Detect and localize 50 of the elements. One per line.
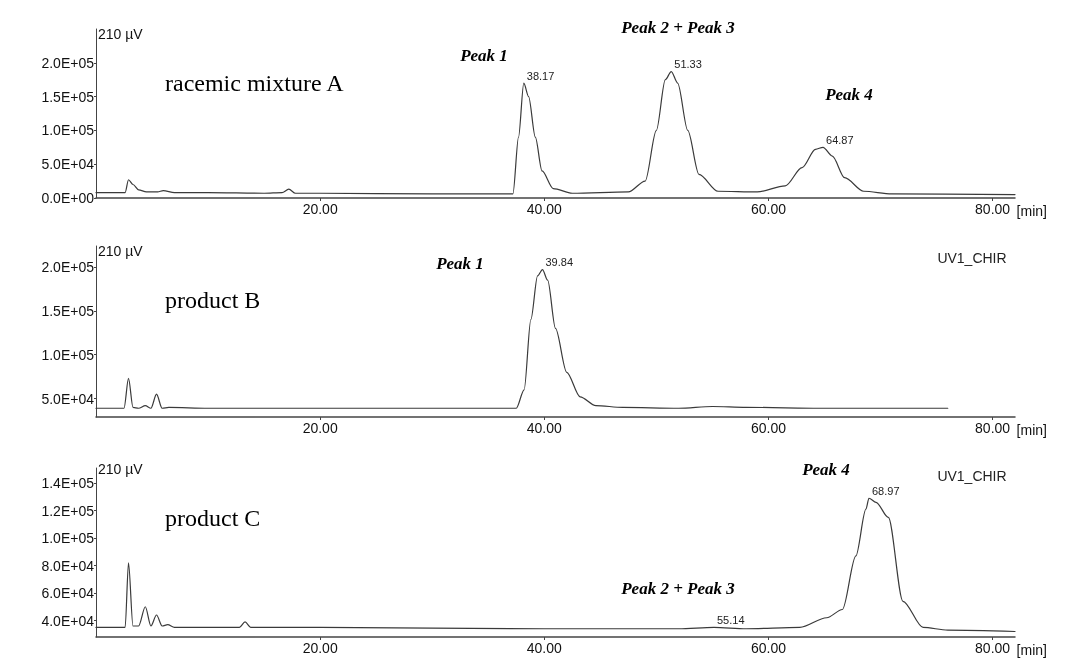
- x-tick-label: 40.00: [526, 640, 563, 656]
- x-tick-label: 60.00: [750, 201, 787, 217]
- y-tick-label: 6.0E+04: [41, 585, 95, 602]
- y-tick-label: 4.0E+04: [41, 612, 95, 629]
- y-tick-label: 8.0E+04: [41, 557, 95, 574]
- text: racemic mixture A: [165, 70, 345, 96]
- annotation: Peak 4: [824, 84, 873, 104]
- x-tick-label: 80.00: [975, 420, 1011, 436]
- annotation: Peak 2 + Peak 3: [620, 578, 736, 598]
- annotation: UV1_CHIR: [937, 468, 1007, 484]
- annotation: 64.87: [826, 133, 854, 146]
- annotation: Peak 4: [801, 459, 850, 479]
- y-tick-label: 5.0E+04: [41, 390, 95, 407]
- text: product C: [165, 505, 261, 531]
- x-tick-label: 80.00: [975, 640, 1011, 656]
- annotation: Peak 1: [459, 45, 508, 65]
- annotation: 39.84: [545, 256, 574, 269]
- annotation: 55.14: [716, 613, 745, 626]
- annotation: UV1_CHIR: [937, 250, 1007, 266]
- y-tick-label: 0.0E+00: [41, 190, 95, 206]
- annotation: 51.33: [674, 58, 702, 71]
- annotation: Peak 2 + Peak 3: [620, 17, 736, 37]
- y-axis-title: 210 µV: [98, 243, 144, 259]
- y-tick-label: 1.4E+05: [41, 475, 95, 492]
- x-tick-label: 20.00: [302, 420, 338, 436]
- x-tick-label: 60.00: [750, 640, 787, 656]
- annotation: 38.17: [526, 69, 555, 82]
- x-tick-label: 80.00: [975, 201, 1011, 217]
- x-axis-title: [min]: [1016, 642, 1047, 658]
- y-tick-label: 1.5E+05: [41, 302, 95, 319]
- x-tick-label: 60.00: [750, 420, 787, 436]
- annotation: Peak 1: [435, 253, 484, 273]
- x-axis-title: [min]: [1016, 203, 1047, 219]
- y-tick-label: 1.0E+05: [41, 530, 95, 547]
- y-axis-title: 210 µV: [98, 461, 144, 478]
- annotation: 68.97: [871, 484, 900, 497]
- text: product B: [165, 287, 261, 313]
- y-tick-label: 1.0E+05: [41, 346, 95, 363]
- y-tick-label: 2.0E+05: [41, 54, 95, 71]
- y-tick-label: 1.5E+05: [41, 88, 95, 105]
- y-tick-label: 5.0E+04: [41, 156, 95, 173]
- y-tick-label: 1.0E+05: [41, 122, 95, 139]
- x-tick-label: 20.00: [302, 640, 338, 656]
- x-tick-label: 40.00: [526, 201, 563, 217]
- y-tick-label: 2.0E+05: [41, 259, 95, 276]
- x-tick-label: 40.00: [526, 420, 563, 436]
- x-tick-label: 20.00: [302, 201, 338, 217]
- y-tick-label: 1.2E+05: [41, 502, 95, 519]
- x-axis-title: [min]: [1016, 422, 1047, 438]
- y-axis-title: 210 µV: [98, 26, 144, 42]
